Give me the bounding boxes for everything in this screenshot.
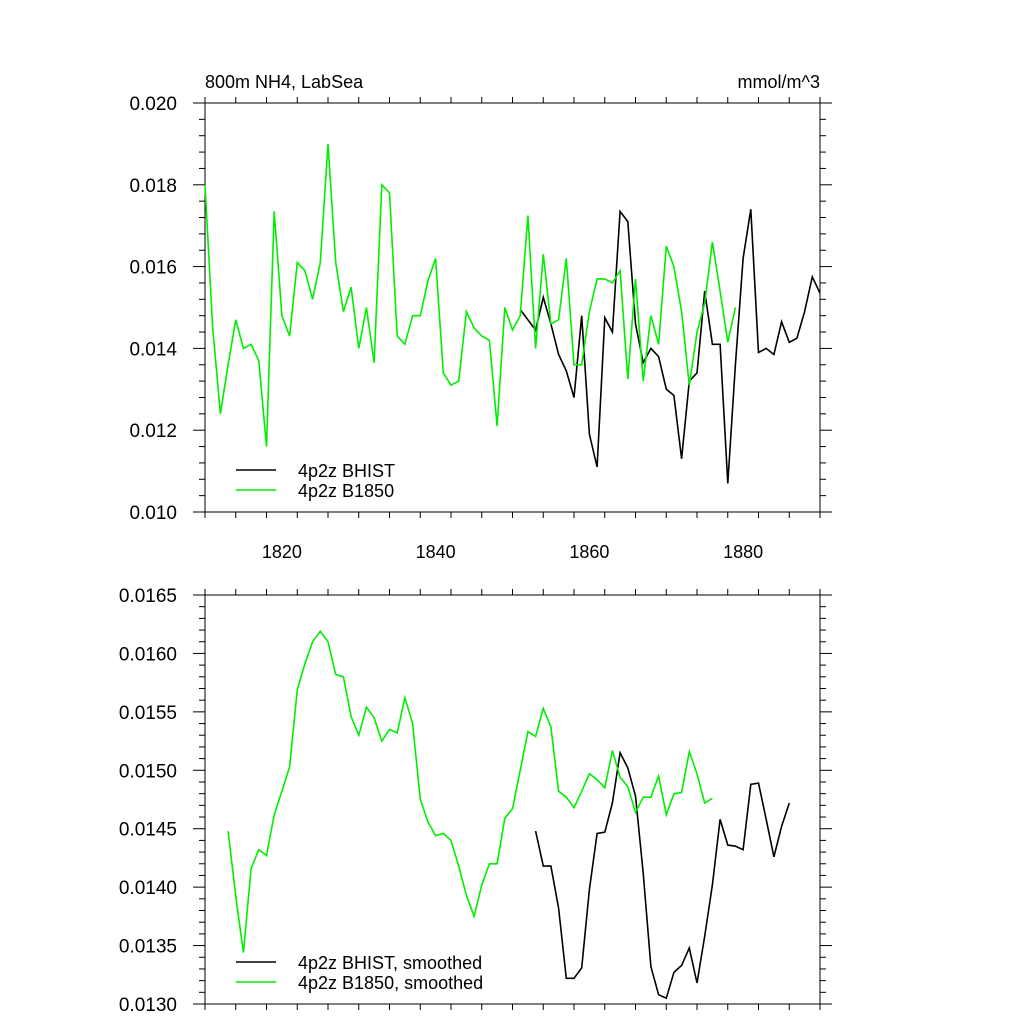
y-tick-label: 0.0135 <box>119 937 177 958</box>
series-line-bhist <box>519 209 821 484</box>
plot-frame <box>204 594 821 1005</box>
series-line-b1850 <box>204 143 737 447</box>
series-line-b1850 <box>227 629 713 953</box>
x-tick-label: 1860 <box>569 542 609 562</box>
bottom-panel: 0.0130 0.0135 0.0140 0.0145 0.0150 0.0155 0.01… <box>119 586 832 1016</box>
chart-title: 800m NH4, LabSea <box>205 72 364 92</box>
legend-label: 4p2z BHIST <box>298 461 395 481</box>
units-label: mmol/m^3 <box>738 72 820 92</box>
y-tick-label: 0.018 <box>129 176 177 197</box>
y-tick-label: 0.0140 <box>119 878 177 899</box>
y-tick-label: 0.020 <box>129 94 177 115</box>
y-tick-label: 0.0150 <box>119 761 177 782</box>
plot-frame <box>204 102 821 513</box>
y-tick-label: 0.012 <box>129 421 177 442</box>
x-tick-label: 1840 <box>416 542 456 562</box>
y-tick-label: 0.0155 <box>119 703 177 724</box>
y-tick-label: 0.014 <box>129 339 177 360</box>
legend-label: 4p2z BHIST, smoothed <box>298 953 482 973</box>
y-tick-label: 0.016 <box>129 258 177 279</box>
y-tick-label: 0.0160 <box>119 644 177 665</box>
x-tick-label: 1880 <box>723 542 763 562</box>
y-tick-label: 0.0165 <box>119 586 177 607</box>
x-tick-label: 1820 <box>262 542 302 562</box>
series-line-bhist <box>534 750 791 1000</box>
y-tick-label: 0.0130 <box>119 995 177 1016</box>
legend-label: 4p2z B1850, smoothed <box>298 973 483 993</box>
top-panel: 1820 1840 1860 1880 0.010 0.012 0.014 0.016 0.01… <box>129 72 832 562</box>
y-tick-label: 0.010 <box>129 503 177 524</box>
y-tick-label: 0.0145 <box>119 820 177 841</box>
legend-label: 4p2z B1850 <box>298 481 394 501</box>
